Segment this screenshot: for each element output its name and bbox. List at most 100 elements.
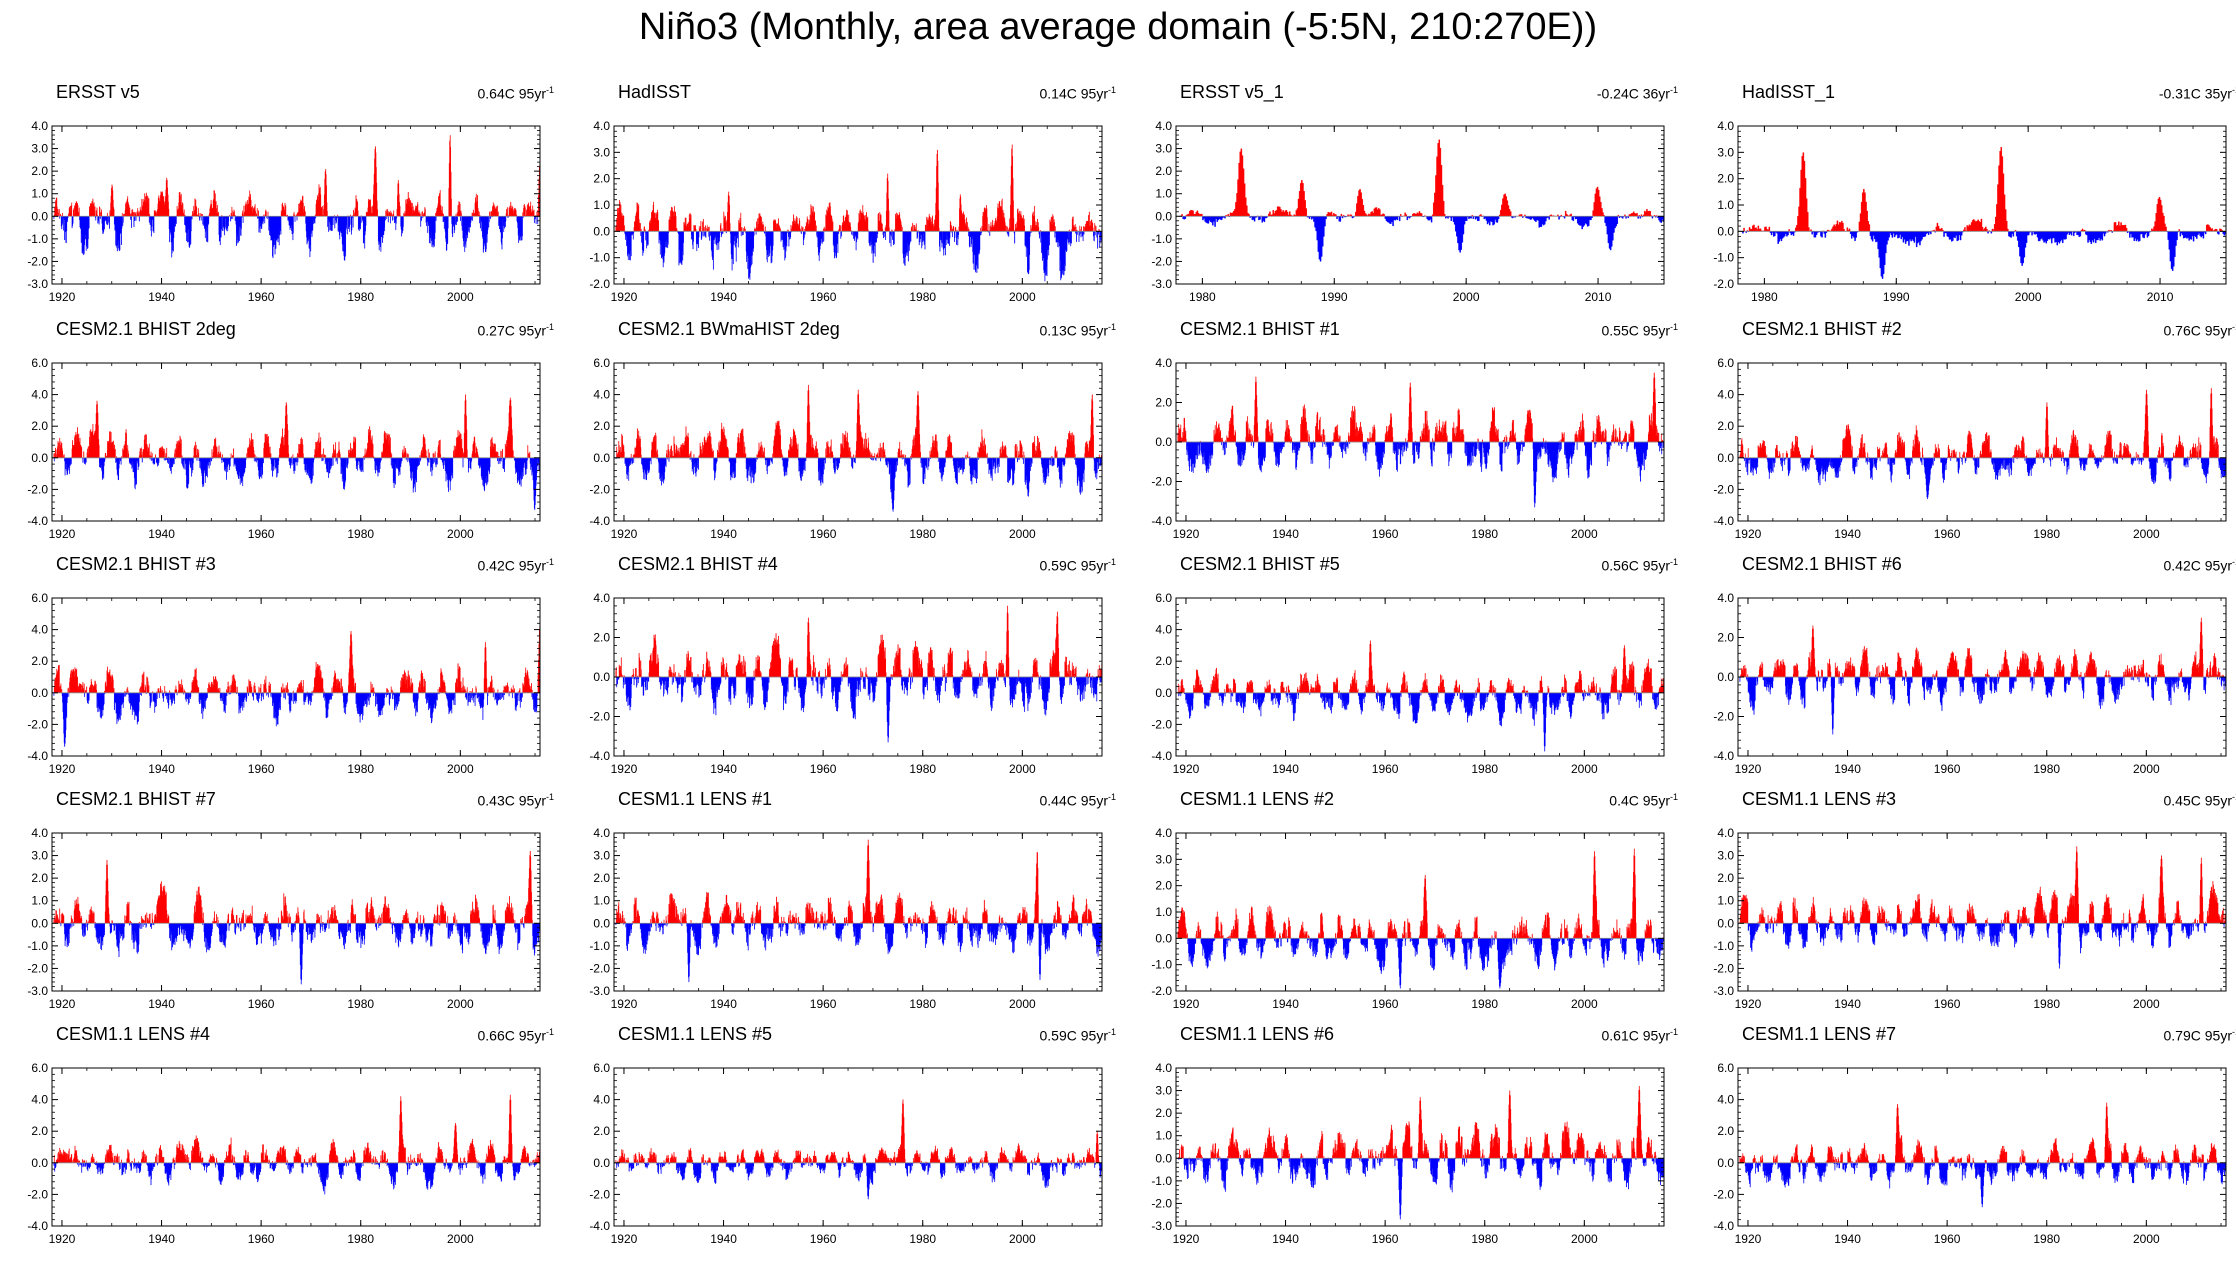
trend-exponent: -1 — [1669, 557, 1678, 567]
chart-panel: HadISST 0.14C 95yr-1 -2.0 -1.0 0.0 1.0 2.0 3.0 4… — [570, 74, 1130, 314]
negative-anomaly-series — [1747, 923, 2225, 969]
chart-panel: CESM2.1 BHIST #5 0.56C 95yr-1 -4.0 -2.0 0.0 2… — [1132, 546, 1692, 786]
y-tick-label: 6.0 — [1717, 1061, 1734, 1075]
chart-panel: CESM1.1 LENS #6 0.61C 95yr-1 -3.0 -2.0 -1.0 0… — [1132, 1016, 1692, 1256]
chart-plot: -2.0 -1.0 0.0 1.0 2.0 3.0 4.0 1980 1990 2000 2010 — [1713, 119, 2227, 304]
trend-value: 0.42C 95yr — [477, 557, 546, 574]
y-tick-label: -4.0 — [589, 749, 610, 763]
trend-value: -0.31C 35yr — [2158, 85, 2232, 102]
y-tick-label: 4.0 — [593, 591, 610, 605]
chart-plot: -4.0 -2.0 0.0 2.0 4.0 6.0 1920 1940 1960 1980 2000 — [1713, 356, 2227, 541]
trend-label: 0.59C 95yr-1 — [1040, 557, 1117, 574]
positive-anomaly-series — [1180, 139, 1658, 217]
y-tick-label: -2.0 — [589, 961, 610, 975]
y-tick-label: -2.0 — [1713, 1187, 1734, 1201]
x-tick-label: 1960 — [1372, 762, 1399, 776]
trend-label: 0.43C 95yr-1 — [478, 792, 555, 809]
trend-label: 0.42C 95yr-1 — [478, 557, 555, 574]
x-tick-label: 1920 — [1173, 527, 1200, 541]
y-tick-label: 1.0 — [593, 894, 610, 908]
positive-anomaly-series — [615, 605, 1103, 678]
positive-anomaly-series — [1739, 1102, 2218, 1163]
y-tick-label: 0.0 — [593, 916, 610, 930]
y-tick-label: 0.0 — [593, 451, 610, 465]
trend-label: 0.14C 95yr-1 — [1040, 85, 1117, 102]
x-tick-label: 1920 — [611, 997, 638, 1011]
y-tick-label: 4.0 — [1717, 119, 1734, 133]
y-tick-label: 4.0 — [31, 623, 48, 637]
x-tick-label: 2000 — [1571, 997, 1598, 1011]
y-tick-label: 2.0 — [1155, 396, 1172, 410]
chart-plot: -3.0 -2.0 -1.0 0.0 1.0 2.0 3.0 4.0 1920 1940 1960 1… — [27, 119, 541, 304]
x-tick-label: 1920 — [611, 762, 638, 776]
x-tick-label: 1960 — [1934, 762, 1961, 776]
figure-title: Niño3 (Monthly, area average domain (-5:… — [638, 6, 1598, 48]
trend-label: -0.24C 36yr-1 — [1597, 85, 1678, 102]
x-tick-label: 2000 — [1009, 527, 1036, 541]
x-tick-label: 1980 — [347, 290, 374, 304]
y-tick-label: 4.0 — [1155, 623, 1172, 637]
y-tick-label: 6.0 — [1155, 591, 1172, 605]
panel-title: HadISST_1 — [1742, 82, 1836, 102]
x-tick-label: 1940 — [148, 997, 175, 1011]
positive-anomaly-series — [616, 384, 1103, 458]
y-tick-label: 2.0 — [593, 1124, 610, 1138]
trend-exponent: -1 — [2231, 85, 2236, 95]
x-tick-label: 1980 — [1471, 1232, 1498, 1246]
y-tick-label: -1.0 — [1151, 958, 1172, 972]
trend-label: 0.27C 95yr-1 — [478, 322, 555, 339]
trend-exponent: -1 — [545, 557, 554, 567]
chart-panel: CESM2.1 BWmaHIST 2deg 0.13C 95yr-1 -4.0 -2.… — [570, 311, 1130, 551]
trend-value: 0.66C 95yr — [477, 1027, 546, 1044]
plot-frame — [1737, 832, 2227, 992]
y-tick-label: -4.0 — [27, 514, 48, 528]
x-tick-label: 2000 — [1009, 1232, 1036, 1246]
y-tick-label: 2.0 — [31, 419, 48, 433]
negative-anomaly-series — [615, 1162, 1103, 1200]
trend-exponent: -1 — [545, 792, 554, 802]
chart-plot: -2.0 -1.0 0.0 1.0 2.0 3.0 4.0 1920 1940 1960 1980 2… — [1151, 826, 1665, 1011]
plot-frame — [51, 597, 541, 757]
y-tick-label: 1.0 — [1155, 1129, 1172, 1143]
positive-anomaly-series — [1177, 1085, 1657, 1159]
y-tick-label: 1.0 — [1155, 905, 1172, 919]
negative-anomaly-series — [616, 676, 1102, 743]
x-tick-label: 1980 — [2033, 997, 2060, 1011]
trend-value: 0.64C 95yr — [477, 85, 546, 102]
y-tick-label: 4.0 — [1155, 119, 1172, 133]
chart-panel: HadISST_1 -0.31C 35yr-1 -2.0 -1.0 0.0 1.0 2.0 3… — [1694, 74, 2236, 314]
y-tick-label: 0.0 — [593, 670, 610, 684]
negative-anomaly-series — [60, 923, 541, 985]
trend-exponent: -1 — [1669, 792, 1678, 802]
y-tick-label: 0.0 — [1155, 209, 1172, 223]
x-tick-label: 1940 — [1272, 762, 1299, 776]
y-tick-label: -4.0 — [1151, 749, 1172, 763]
x-tick-label: 1920 — [49, 997, 76, 1011]
x-tick-label: 2000 — [1571, 1232, 1598, 1246]
x-tick-label: 2000 — [1571, 527, 1598, 541]
x-tick-label: 2000 — [447, 290, 474, 304]
negative-anomaly-series — [615, 457, 1102, 512]
y-tick-label: 2.0 — [1717, 1124, 1734, 1138]
y-tick-label: -4.0 — [27, 1219, 48, 1233]
chart-plot: -2.0 -1.0 0.0 1.0 2.0 3.0 4.0 1920 1940 1960 1980 2… — [589, 119, 1103, 304]
plot-frame — [613, 1067, 1103, 1227]
y-tick-label: 3.0 — [1155, 142, 1172, 156]
y-tick-label: -2.0 — [589, 710, 610, 724]
x-tick-label: 2000 — [2133, 1232, 2160, 1246]
chart-panel: CESM2.1 BHIST #3 0.42C 95yr-1 -4.0 -2.0 0.0 2… — [8, 546, 568, 786]
x-tick-label: 1960 — [810, 1232, 837, 1246]
y-tick-label: 0.0 — [1155, 931, 1172, 945]
y-tick-label: -2.0 — [27, 717, 48, 731]
x-tick-label: 1920 — [1173, 1232, 1200, 1246]
x-tick-label: 1980 — [2033, 527, 2060, 541]
panel-title: CESM2.1 BHIST #3 — [56, 554, 216, 574]
trend-exponent: -1 — [2231, 322, 2236, 332]
trend-value: 0.59C 95yr — [1039, 1027, 1108, 1044]
x-tick-label: 1960 — [1934, 527, 1961, 541]
plot-frame — [51, 362, 541, 522]
x-tick-label: 1960 — [248, 997, 275, 1011]
trend-label: 0.76C 95yr-1 — [2164, 322, 2236, 339]
x-tick-label: 1940 — [1834, 1232, 1861, 1246]
x-tick-label: 2000 — [2015, 290, 2042, 304]
